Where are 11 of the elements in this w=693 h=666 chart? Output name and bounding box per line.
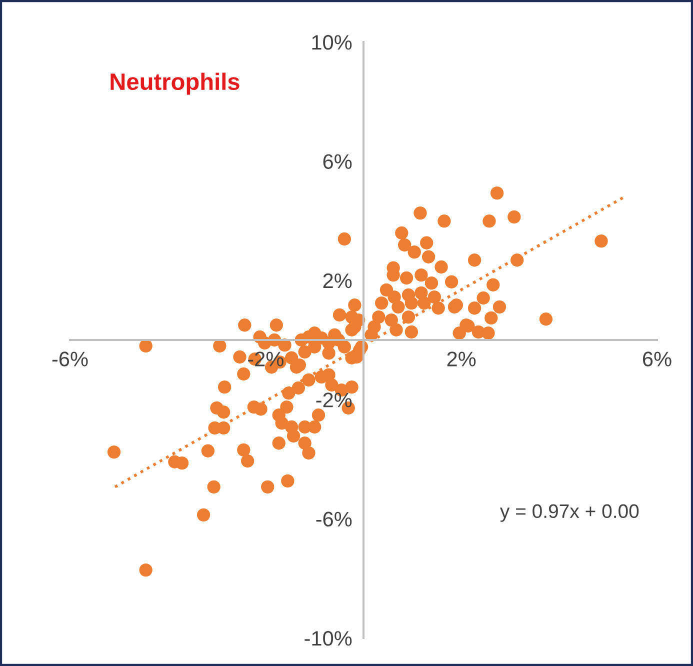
text: Neutrophils <box>110 72 240 95</box>
annotation: y = 0.97x + 0.00 <box>500 504 639 522</box>
y-tick-label: -2% <box>316 392 352 408</box>
x-tick-label: 6% <box>643 352 672 366</box>
x-tick-label: -6% <box>52 352 88 366</box>
y-tick-label: -10% <box>304 631 352 646</box>
x-tick-label: 2% <box>447 352 476 366</box>
y-tick-label: -6% <box>316 512 352 527</box>
y-tick-label: 2% <box>323 273 352 288</box>
y-tick-label: 10% <box>312 35 352 50</box>
y-tick-label: 6% <box>323 154 352 169</box>
